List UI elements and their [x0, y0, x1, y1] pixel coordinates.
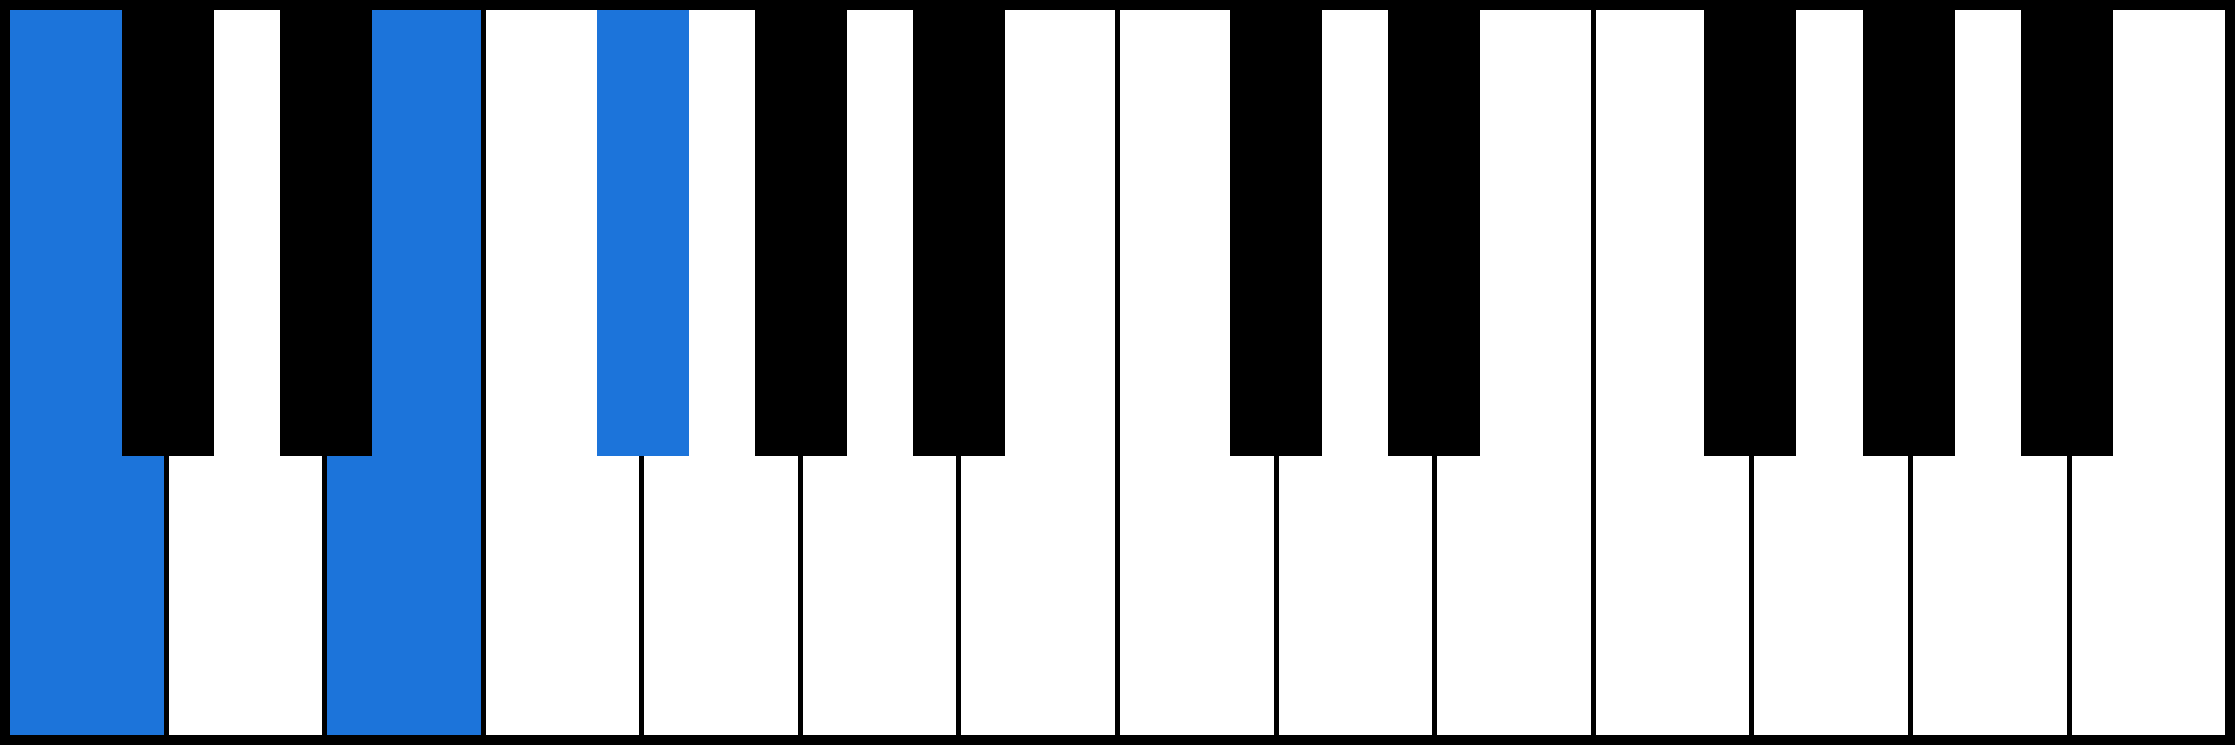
black-key[interactable]: [913, 10, 1005, 456]
black-key[interactable]: [280, 10, 372, 456]
black-key[interactable]: [597, 10, 689, 456]
black-key[interactable]: [755, 10, 847, 456]
black-key[interactable]: [2021, 10, 2113, 456]
black-key[interactable]: [1230, 10, 1322, 456]
black-key[interactable]: [1863, 10, 1955, 456]
black-key[interactable]: [1704, 10, 1796, 456]
black-key[interactable]: [122, 10, 214, 456]
piano-keyboard: [0, 0, 2235, 745]
black-key[interactable]: [1388, 10, 1480, 456]
